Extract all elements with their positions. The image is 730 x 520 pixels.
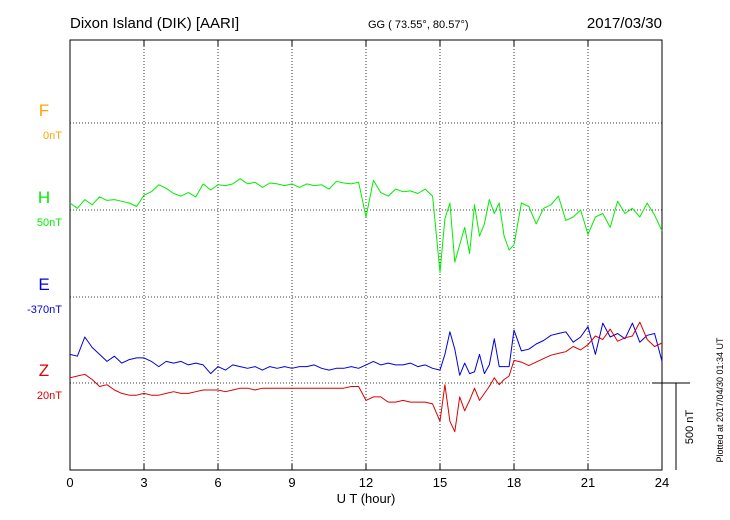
x-tick-label-3: 3 [140, 475, 147, 490]
x-tick-label-12: 12 [359, 475, 373, 490]
series-baseline-F: 0nT [43, 130, 62, 142]
scale-bar-label: 500 nT [684, 410, 696, 445]
series-line-E [69, 322, 663, 376]
x-axis: 0 3 6 9 12 15 18 21 24 [66, 40, 669, 490]
scale-bar: 500 nT [652, 382, 696, 470]
grid [70, 40, 662, 470]
series-name-E: E [38, 275, 49, 294]
series-labels: F 0nT H 50nT E -370nT Z 20nT [27, 101, 62, 402]
station-coordinates: GG ( 73.55°, 80.57°) [368, 19, 469, 31]
plot-frame [69, 39, 663, 471]
chart-title: Dixon Island (DIK) [AARI] [70, 15, 239, 32]
x-tick-label-21: 21 [581, 475, 595, 490]
x-tick-label-15: 15 [433, 475, 447, 490]
x-tick-label-18: 18 [507, 475, 521, 490]
series-name-H: H [38, 188, 50, 207]
x-tick-label-9: 9 [288, 475, 295, 490]
x-tick-label-6: 6 [214, 475, 221, 490]
plotted-timestamp: Plotted at 2017/04/30 01:34 UT [715, 337, 725, 463]
series-name-Z: Z [39, 361, 49, 380]
x-tick-label-24: 24 [655, 475, 669, 490]
series-baseline-E: -370nT [27, 304, 62, 316]
chart-date: 2017/03/30 [587, 15, 662, 32]
x-tick-label-0: 0 [66, 475, 73, 490]
x-axis-label: U T (hour) [337, 491, 396, 506]
series-line-Z [69, 321, 663, 433]
series-baseline-H: 50nT [37, 217, 62, 229]
series-baseline-Z: 20nT [37, 390, 62, 402]
series-lines [69, 178, 663, 433]
series-line-H [69, 178, 663, 274]
series-name-F: F [39, 101, 49, 120]
